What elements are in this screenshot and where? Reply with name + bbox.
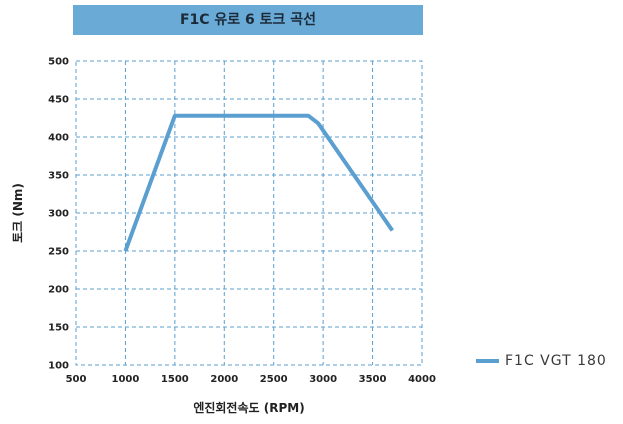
plot-frame — [75, 60, 423, 366]
y-tick-label: 500 — [48, 57, 69, 68]
y-tick-label: 100 — [48, 361, 69, 372]
y-tick-label: 450 — [48, 95, 69, 106]
x-tick-label: 500 — [66, 374, 87, 385]
x-tick-label: 3500 — [359, 374, 387, 385]
x-tick-label: 1500 — [161, 374, 189, 385]
y-axis-label: 토크 (Nm) — [11, 183, 25, 243]
title-banner — [73, 5, 423, 35]
x-tick-label: 3000 — [309, 374, 337, 385]
x-tick-label: 4000 — [408, 374, 436, 385]
y-tick-label: 350 — [48, 171, 69, 182]
x-axis-label: 엔진회전속도 (RPM) — [193, 400, 304, 415]
x-tick-label: 2000 — [210, 374, 238, 385]
chart-title: F1C 유로 6 토크 곡선 — [179, 12, 317, 28]
legend: F1C VGT 180 — [476, 351, 607, 371]
y-tick-label: 250 — [48, 247, 69, 258]
y-tick-label: 300 — [48, 209, 69, 220]
y-tick-label: 200 — [48, 285, 69, 296]
legend-label: F1C VGT 180 — [505, 353, 607, 369]
y-tick-label: 400 — [48, 133, 69, 144]
y-tick-label: 150 — [48, 323, 69, 334]
x-tick-label: 2500 — [260, 374, 288, 385]
series-line — [123, 113, 394, 252]
legend-swatch — [476, 359, 499, 363]
x-tick-label: 1000 — [112, 374, 140, 385]
